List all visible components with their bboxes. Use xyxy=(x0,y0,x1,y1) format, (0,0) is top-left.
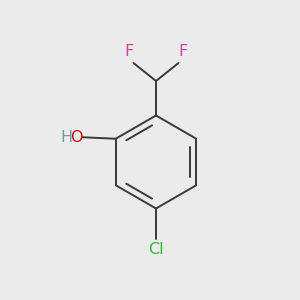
Text: Cl: Cl xyxy=(148,242,164,256)
Text: F: F xyxy=(124,44,134,59)
Text: O: O xyxy=(70,130,83,145)
Text: H: H xyxy=(60,130,72,145)
Text: F: F xyxy=(178,44,188,59)
